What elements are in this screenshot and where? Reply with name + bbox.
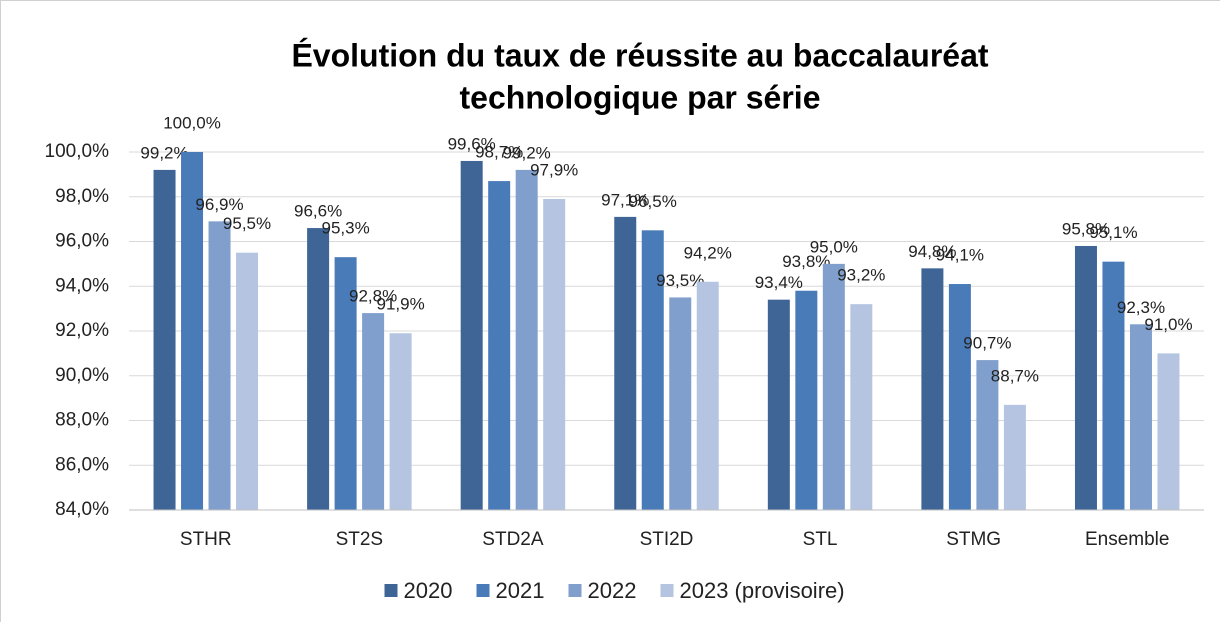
value-label: 92,3% xyxy=(1117,298,1165,317)
y-tick-label: 90,0% xyxy=(55,365,109,386)
value-label: 91,9% xyxy=(377,295,425,314)
value-label: 95,3% xyxy=(322,219,370,238)
value-label: 94,2% xyxy=(684,243,732,262)
bar xyxy=(362,313,385,510)
x-tick-label: STL xyxy=(803,529,838,550)
value-label: 99,2% xyxy=(140,143,188,162)
chart-title: Évolution du taux de réussite au baccala… xyxy=(291,37,988,73)
x-tick-label: STHR xyxy=(180,529,232,550)
bar xyxy=(515,169,538,510)
value-label: 97,9% xyxy=(530,160,578,179)
bar xyxy=(1102,261,1125,510)
value-label: 93,2% xyxy=(837,266,885,285)
value-label: 93,5% xyxy=(656,271,704,290)
value-label: 92,8% xyxy=(349,287,397,306)
value-label: 90,7% xyxy=(963,334,1011,353)
y-tick-label: 92,0% xyxy=(55,320,109,341)
bar xyxy=(641,230,664,510)
bar xyxy=(795,290,818,510)
bar xyxy=(307,228,330,510)
legend-swatch xyxy=(568,584,582,597)
bar xyxy=(1003,404,1026,510)
value-label: 95,1% xyxy=(1089,223,1137,242)
bar xyxy=(543,198,566,511)
bar xyxy=(921,268,944,510)
chart-title: technologique par série xyxy=(460,79,821,115)
bar xyxy=(488,181,511,510)
value-label: 97,1% xyxy=(601,190,649,209)
value-label: 93,8% xyxy=(782,252,830,271)
y-tick-label: 94,0% xyxy=(55,275,109,296)
x-tick-label: STI2D xyxy=(640,529,694,550)
legend-swatch xyxy=(384,584,398,597)
bar xyxy=(948,284,971,510)
legend-label: 2020 xyxy=(404,578,453,603)
bar xyxy=(236,252,259,510)
bar xyxy=(460,160,483,510)
y-tick-label: 98,0% xyxy=(55,186,109,207)
value-label: 88,7% xyxy=(991,366,1039,385)
x-tick-label: ST2S xyxy=(336,529,384,550)
bar xyxy=(181,152,204,510)
legend-label: 2021 xyxy=(496,578,545,603)
y-tick-label: 88,0% xyxy=(55,410,109,431)
value-label: 98,7% xyxy=(475,143,523,162)
bar xyxy=(334,257,357,510)
value-label: 93,4% xyxy=(755,273,803,292)
x-tick-label: STD2A xyxy=(482,529,544,550)
value-label: 99,6% xyxy=(448,134,496,153)
bar xyxy=(389,333,412,510)
bar xyxy=(669,297,692,510)
bar xyxy=(822,263,845,510)
value-label: 94,1% xyxy=(936,245,984,264)
value-label: 96,5% xyxy=(629,192,677,211)
bar xyxy=(153,169,176,510)
bar xyxy=(1129,324,1152,510)
bar xyxy=(1074,245,1097,510)
y-tick-label: 84,0% xyxy=(55,499,109,520)
value-label: 96,9% xyxy=(195,195,243,214)
value-label: 94,8% xyxy=(908,242,956,261)
x-tick-label: STMG xyxy=(946,529,1001,550)
value-label: 100,0% xyxy=(163,113,221,132)
legend-label: 2022 xyxy=(588,578,637,603)
bar xyxy=(614,216,637,510)
bar xyxy=(1157,353,1180,510)
legend-label: 2023 (provisoire) xyxy=(680,578,845,603)
bar xyxy=(696,281,719,510)
bar xyxy=(850,304,873,510)
y-tick-label: 100,0% xyxy=(45,141,110,162)
x-tick-label: Ensemble xyxy=(1085,529,1170,550)
bar xyxy=(767,299,790,510)
y-tick-label: 96,0% xyxy=(55,231,109,252)
bar xyxy=(976,360,999,510)
value-label: 95,0% xyxy=(810,237,858,256)
value-label: 96,6% xyxy=(294,202,342,221)
value-label: 95,8% xyxy=(1062,219,1110,238)
y-tick-label: 86,0% xyxy=(55,454,109,475)
legend-swatch xyxy=(660,584,674,597)
bar xyxy=(208,221,231,511)
legend-swatch xyxy=(476,584,490,597)
value-label: 91,0% xyxy=(1144,315,1192,334)
value-label: 99,2% xyxy=(503,143,551,162)
value-label: 95,5% xyxy=(223,214,271,233)
